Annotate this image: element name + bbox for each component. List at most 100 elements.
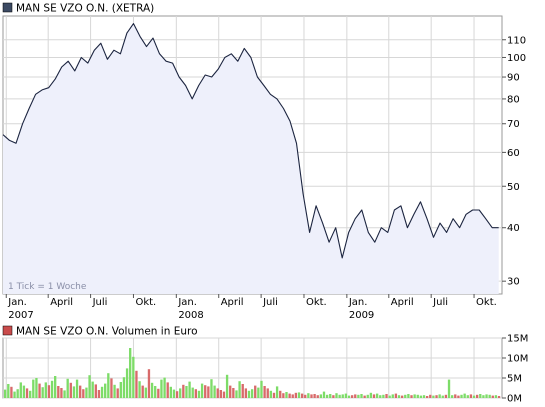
volume-bar	[82, 389, 85, 398]
volume-bar	[85, 387, 88, 398]
volume-bar	[229, 385, 232, 398]
volume-bar	[182, 384, 185, 398]
volume-bar	[419, 395, 423, 398]
volume-bar	[225, 374, 229, 398]
volume-bar	[394, 393, 398, 398]
price-x-tick-year: 2007	[8, 310, 33, 321]
volume-bar	[379, 395, 382, 398]
volume-bar	[188, 381, 191, 398]
volume-bar	[50, 380, 54, 398]
volume-bar	[279, 390, 282, 398]
price-x-tick-label: Jan.	[177, 297, 197, 308]
volume-bars	[4, 348, 501, 398]
price-y-tick-label: 100	[507, 53, 526, 64]
volume-bar	[254, 385, 257, 398]
volume-bar	[135, 370, 138, 398]
volume-bar	[332, 395, 335, 398]
volume-bar	[185, 386, 188, 398]
price-x-tick-label: Jan.	[348, 297, 368, 308]
volume-bar	[172, 389, 176, 398]
volume-bar	[429, 394, 432, 398]
price-x-tick-year: 2008	[178, 310, 203, 321]
volume-bar	[466, 395, 469, 398]
volume-bar	[244, 388, 248, 398]
volume-bar	[463, 393, 466, 398]
volume-bar	[13, 391, 16, 398]
volume-bar	[163, 377, 166, 398]
volume-bar	[4, 389, 7, 398]
volume-bar	[222, 391, 226, 398]
tick-note: 1 Tick = 1 Woche	[8, 282, 87, 292]
volume-bar	[250, 389, 254, 398]
volume-bar	[257, 387, 260, 398]
volume-bar	[269, 390, 273, 398]
volume-bar	[160, 379, 163, 398]
volume-bar	[263, 386, 266, 398]
volume-bar	[79, 385, 82, 398]
volume-y-tick-label: 15M	[507, 334, 528, 345]
volume-y-tick-label: 10M	[507, 354, 528, 365]
volume-bar	[350, 395, 354, 398]
volume-bar	[335, 393, 338, 398]
volume-bar	[444, 394, 448, 398]
volume-bar	[157, 388, 160, 398]
price-y-tick-label: 30	[507, 277, 520, 288]
price-legend-swatch	[2, 2, 13, 13]
volume-bar	[141, 385, 144, 398]
volume-bar	[107, 373, 110, 398]
volume-bar	[372, 394, 376, 398]
price-x-axis: Jan. 2007 April Juli Okt. Jan. 2008 April Juli Ok…	[5, 294, 497, 321]
volume-bar	[294, 392, 298, 398]
volume-bar	[147, 369, 151, 398]
volume-bar	[485, 394, 488, 398]
volume-bar	[347, 395, 351, 398]
volume-bar	[441, 395, 444, 398]
volume-bar	[313, 394, 316, 398]
volume-bar	[54, 376, 57, 398]
volume-bar	[16, 389, 19, 398]
volume-bar	[438, 394, 441, 398]
volume-bar	[494, 395, 498, 398]
volume-bar	[113, 384, 116, 398]
volume-bar	[216, 388, 219, 398]
volume-bar	[110, 378, 113, 398]
volume-bar	[397, 395, 401, 398]
volume-bar	[122, 377, 126, 398]
price-y-tick-label: 70	[507, 119, 520, 130]
volume-bar	[210, 379, 213, 398]
volume-bar	[238, 381, 241, 398]
volume-bar	[247, 390, 251, 398]
volume-bar	[382, 394, 385, 398]
volume-bar	[432, 395, 435, 398]
volume-bar	[219, 390, 223, 398]
volume-bar	[288, 393, 291, 398]
volume-bar	[44, 382, 47, 398]
price-x-tick-label: Okt.	[306, 297, 327, 308]
price-x-tick-label: Juli	[262, 297, 278, 308]
volume-bar	[235, 390, 238, 398]
price-x-tick-label: Jan.	[7, 297, 27, 308]
volume-bar	[232, 388, 235, 398]
volume-bar	[72, 386, 76, 398]
volume-bar	[150, 382, 154, 398]
volume-bar	[488, 394, 491, 398]
volume-bar	[422, 395, 426, 398]
volume-bar	[241, 384, 244, 398]
volume-bar	[475, 394, 479, 398]
volume-bar	[191, 387, 194, 398]
volume-bar	[469, 394, 473, 398]
volume-bar	[63, 390, 66, 398]
volume-bar	[260, 380, 263, 398]
volume-legend-swatch	[2, 325, 13, 336]
volume-bar	[385, 394, 388, 398]
volume-bar	[285, 392, 288, 398]
volume-bar	[363, 395, 366, 398]
volume-bar	[41, 387, 44, 398]
volume-bar	[19, 382, 22, 398]
volume-bar	[329, 394, 332, 398]
volume-bar	[194, 389, 197, 398]
volume-y-tick-label: 5M	[507, 374, 522, 385]
volume-bar	[291, 394, 294, 398]
volume-bar	[35, 378, 38, 398]
